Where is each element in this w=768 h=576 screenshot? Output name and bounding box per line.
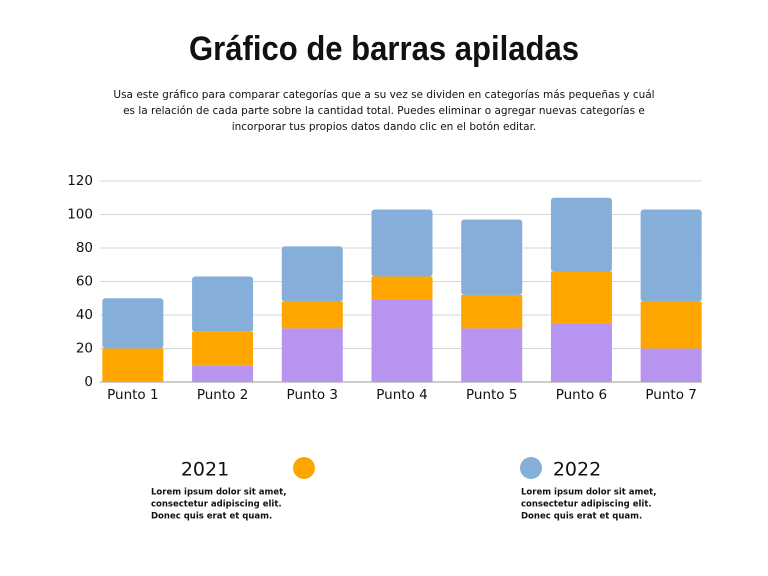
legend-description: Donec quis erat et quam.: [521, 512, 642, 522]
legend-description: consectetur adipiscing elit.: [151, 500, 282, 510]
x-tick-label: Punto 6: [556, 387, 607, 403]
legend-label: 2021: [181, 459, 229, 481]
bar-segment: [102, 298, 164, 349]
bar-segment: [281, 328, 343, 382]
y-tick-label: 120: [67, 173, 93, 189]
legend-description: Lorem ipsum dolor sit amet,: [521, 488, 656, 498]
bar-segment: [550, 323, 612, 382]
legend-description: Lorem ipsum dolor sit amet,: [151, 488, 286, 498]
bar-segment: [550, 197, 612, 272]
bar-segment: [192, 331, 254, 366]
y-tick-label: 0: [84, 374, 93, 390]
bar-segment: [371, 209, 433, 277]
legend-description: consectetur adipiscing elit.: [521, 500, 652, 510]
bar-segment: [461, 294, 523, 329]
bar-segment: [461, 219, 523, 295]
x-tick-label: Punto 2: [197, 387, 248, 403]
bar-segment: [640, 348, 702, 382]
bar-segment: [371, 276, 433, 300]
legend-swatch: [520, 457, 542, 479]
x-tick-label: Punto 3: [287, 387, 338, 403]
x-tick-label: Punto 4: [376, 387, 427, 403]
bar-segment: [461, 328, 523, 382]
bar-segment: [550, 271, 612, 324]
x-tick-label: Punto 7: [645, 387, 696, 403]
subtitle-line: Usa este gráfico para comparar categoría…: [113, 89, 654, 101]
subtitle-line: es la relación de cada parte sobre la ca…: [123, 105, 645, 117]
legend-label: 2022: [553, 459, 601, 481]
y-tick-label: 20: [76, 341, 93, 357]
y-tick-label: 100: [67, 207, 93, 223]
bar-segment: [281, 246, 343, 302]
bar-segment: [192, 365, 254, 382]
bar-segment: [102, 348, 164, 382]
bar-segment: [371, 299, 433, 382]
bar-segment: [640, 209, 702, 302]
x-tick-label: Punto 5: [466, 387, 517, 403]
legend-swatch: [293, 457, 315, 479]
y-tick-label: 40: [76, 307, 93, 323]
y-tick-label: 60: [76, 274, 93, 290]
bar-segment: [640, 301, 702, 349]
y-tick-label: 80: [76, 240, 93, 256]
chart-title: Gráfico de barras apiladas: [189, 30, 579, 68]
bar-segment: [192, 276, 254, 332]
bar-segment: [281, 301, 343, 329]
x-tick-label: Punto 1: [107, 387, 158, 403]
subtitle-line: incorporar tus propios datos dando clic …: [232, 121, 537, 133]
legend-description: Donec quis erat et quam.: [151, 512, 272, 522]
